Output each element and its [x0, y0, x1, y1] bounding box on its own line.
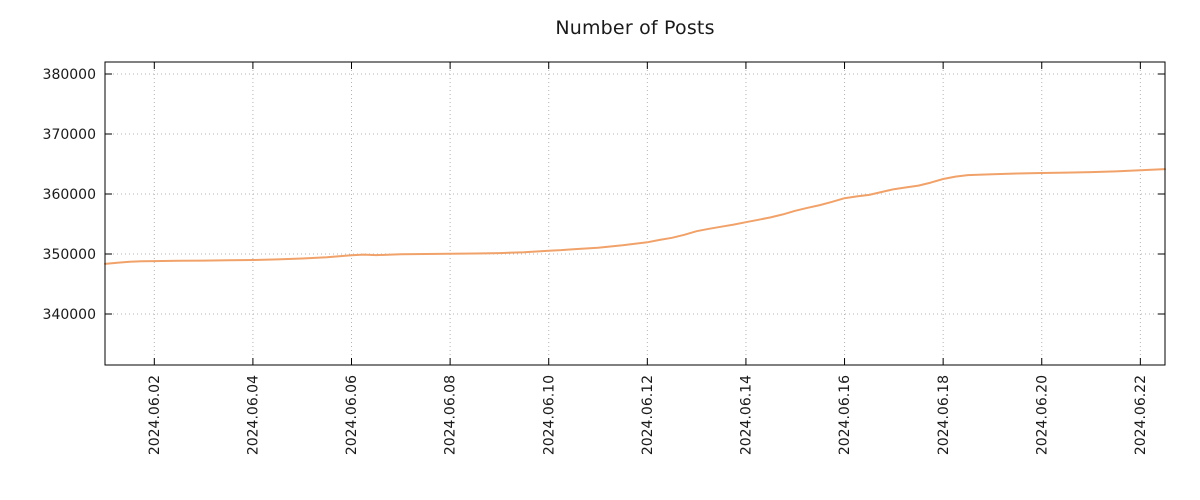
y-tick-label: 350000 — [43, 247, 96, 263]
x-tick-label: 2024.06.12 — [640, 375, 656, 455]
x-tick-label: 2024.06.20 — [1034, 375, 1050, 455]
x-tick-label: 2024.06.18 — [936, 375, 952, 455]
x-tick-label: 2024.06.22 — [1133, 375, 1149, 455]
chart-title: Number of Posts — [555, 17, 715, 39]
y-tick-label: 360000 — [43, 187, 96, 203]
y-tick-label: 370000 — [43, 127, 96, 143]
y-tick-label: 380000 — [43, 67, 96, 83]
x-tick-label: 2024.06.04 — [246, 375, 262, 455]
x-tick-label: 2024.06.10 — [541, 375, 557, 455]
x-tick-label: 2024.06.08 — [443, 375, 459, 455]
x-tick-label: 2024.06.14 — [739, 375, 755, 455]
x-tick-label: 2024.06.02 — [147, 375, 163, 455]
x-tick-label: 2024.06.16 — [837, 375, 853, 455]
y-tick-label: 340000 — [43, 307, 96, 323]
x-tick-label: 2024.06.06 — [344, 375, 360, 455]
